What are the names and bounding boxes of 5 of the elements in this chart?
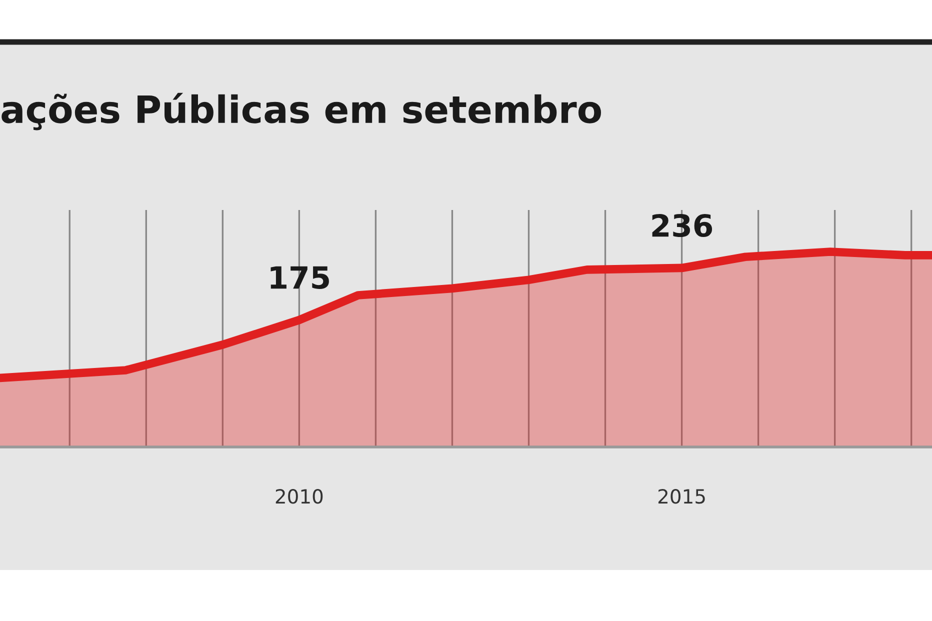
x-tick-label: 2015	[658, 489, 705, 504]
data-label: 236	[652, 214, 712, 238]
x-tick-label: 2010	[276, 489, 323, 504]
chart-title: ações Públicas em setembro	[2, 92, 601, 130]
data-label: 175	[270, 266, 329, 290]
